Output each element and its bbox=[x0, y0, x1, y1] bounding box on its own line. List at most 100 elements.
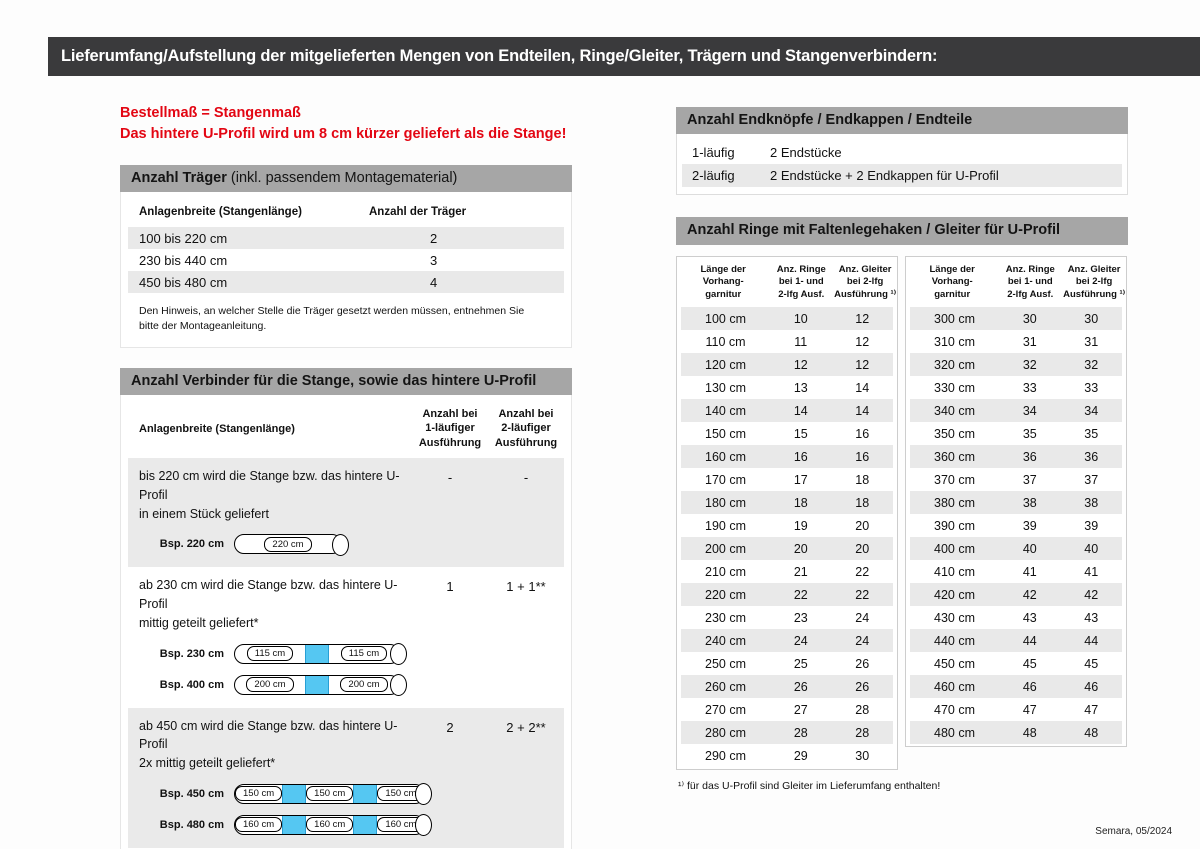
ring-length: 130 cm bbox=[705, 380, 747, 395]
rod-connector bbox=[282, 815, 307, 834]
ring-length: 150 cm bbox=[705, 426, 747, 441]
ring-row: 240 cm 24 24 bbox=[681, 629, 893, 653]
gleiter-count: 46 bbox=[1084, 679, 1099, 694]
gleiter-count: 48 bbox=[1084, 725, 1099, 740]
ring-count: 21 bbox=[793, 564, 808, 579]
ring-length: 460 cm bbox=[934, 679, 976, 694]
ring-count: 27 bbox=[793, 702, 808, 717]
ring-col-gleiter: Anz. Gleiter bei 2-lfg Ausführung ¹⁾ bbox=[834, 263, 897, 300]
ring-count: 25 bbox=[793, 656, 808, 671]
gleiter-count: 44 bbox=[1084, 633, 1099, 648]
ring-length: 360 cm bbox=[934, 449, 976, 464]
ring-count: 23 bbox=[793, 610, 808, 625]
ringe-footnote: ¹⁾ für das U-Profil sind Gleiter im Lief… bbox=[678, 780, 941, 793]
ring-row: 160 cm 16 16 bbox=[681, 445, 893, 469]
rod-segment-label: 220 cm bbox=[264, 536, 312, 552]
verbinder-count-2laeufig: - bbox=[523, 470, 529, 486]
verbinder-count-2laeufig: 1 + 1** bbox=[506, 579, 546, 595]
gleiter-count: 40 bbox=[1084, 541, 1099, 556]
ring-length: 200 cm bbox=[705, 541, 747, 556]
gleiter-count: 12 bbox=[855, 357, 870, 372]
gleiter-count: 34 bbox=[1084, 403, 1099, 418]
ring-column-headers: Länge der Vorhang- garnitur Anz. Ringe b… bbox=[906, 257, 1126, 308]
verbinder-section-text: ab 450 cm wird die Stange bzw. das hinte… bbox=[139, 718, 398, 771]
ring-length: 160 cm bbox=[705, 449, 747, 464]
rod-segment-label: 160 cm bbox=[235, 817, 283, 833]
rod-segment: 200 cm bbox=[235, 677, 305, 693]
ring-length: 420 cm bbox=[934, 587, 976, 602]
ring-row: 250 cm 25 26 bbox=[681, 652, 893, 675]
endteile-row: 2-läufig 2 Endstücke + 2 Endkappen für U… bbox=[682, 164, 1122, 188]
ring-row: 300 cm 30 30 bbox=[910, 307, 1122, 331]
ring-count: 40 bbox=[1022, 541, 1037, 556]
ring-row: 450 cm 45 45 bbox=[910, 652, 1122, 675]
gleiter-count: 16 bbox=[855, 426, 870, 441]
gleiter-count: 16 bbox=[855, 449, 870, 464]
warning-line-2: Das hintere U-Profil wird um 8 cm kürzer… bbox=[120, 126, 567, 143]
ring-row: 130 cm 13 14 bbox=[681, 376, 893, 399]
verbinder-section-ab-230: ab 230 cm wird die Stange bzw. das hinte… bbox=[128, 567, 564, 707]
rod-connector bbox=[305, 675, 329, 694]
ring-row: 420 cm 42 42 bbox=[910, 583, 1122, 607]
verbinder-column-headers: Anlagenbreite (Stangenlänge) Anzahl bei … bbox=[121, 395, 571, 458]
gleiter-count: 32 bbox=[1084, 357, 1099, 372]
ring-count: 36 bbox=[1022, 449, 1037, 464]
verbinder-count-1laeufig: 1 bbox=[446, 579, 454, 595]
ring-length: 450 cm bbox=[934, 656, 976, 671]
rod-segment: 160 cm bbox=[235, 817, 283, 833]
traeger-count: 3 bbox=[430, 252, 438, 268]
gleiter-count: 38 bbox=[1084, 495, 1099, 510]
ring-tables: Länge der Vorhang- garnitur Anz. Ringe b… bbox=[676, 255, 1128, 771]
rod-segment-label: 200 cm bbox=[246, 677, 294, 693]
ring-length: 260 cm bbox=[705, 679, 747, 694]
rod-example-230: Bsp. 230 cm 115 cm 115 cm bbox=[128, 643, 412, 666]
rod-segment-label: 160 cm bbox=[377, 817, 425, 833]
rod-example-label: Bsp. 480 cm bbox=[159, 818, 224, 831]
ring-length: 120 cm bbox=[705, 357, 747, 372]
rod-segment-label: 150 cm bbox=[377, 786, 425, 802]
ring-length: 430 cm bbox=[934, 610, 976, 625]
ring-length: 240 cm bbox=[705, 633, 747, 648]
ring-count: 11 bbox=[794, 334, 808, 349]
gleiter-count: 26 bbox=[855, 679, 870, 694]
gleiter-count: 31 bbox=[1084, 334, 1099, 349]
verbinder-count-1laeufig: 2 bbox=[446, 719, 454, 735]
verbinder-col-1laeufig: Anzahl bei 1-läufiger Ausführung bbox=[418, 408, 482, 449]
gleiter-count: 39 bbox=[1084, 518, 1099, 533]
ring-row: 120 cm 12 12 bbox=[681, 353, 893, 377]
gleiter-count: 24 bbox=[855, 633, 870, 648]
rod-segment: 160 cm bbox=[306, 817, 354, 833]
right-column: Anzahl Endknöpfe / Endkappen / Endteile … bbox=[676, 107, 1128, 792]
gleiter-count: 22 bbox=[855, 587, 870, 602]
ring-col-ringe: Anz. Ringe bei 1- und 2-lfg Ausf. bbox=[1005, 263, 1055, 300]
ring-length: 300 cm bbox=[934, 311, 976, 326]
ring-length: 330 cm bbox=[934, 380, 976, 395]
rod-segment-label: 150 cm bbox=[306, 786, 354, 802]
ring-count: 22 bbox=[793, 587, 808, 602]
verbinder-count-2laeufig: 2 + 2** bbox=[506, 719, 546, 735]
gleiter-count: 43 bbox=[1084, 610, 1099, 625]
ringe-section-header: Anzahl Ringe mit Faltenlegehaken / Gleit… bbox=[676, 217, 1128, 245]
ring-count: 19 bbox=[793, 518, 808, 533]
verbinder-col-width: Anlagenbreite (Stangenlänge) bbox=[139, 422, 295, 435]
gleiter-count: 30 bbox=[855, 748, 870, 763]
traeger-column-headers: Anlagenbreite (Stangenlänge) Anzahl der … bbox=[121, 202, 571, 227]
ring-row: 350 cm 35 35 bbox=[910, 422, 1122, 445]
ring-length: 180 cm bbox=[705, 495, 747, 510]
ring-length: 400 cm bbox=[934, 541, 976, 556]
ring-length: 210 cm bbox=[705, 564, 747, 579]
ring-count: 32 bbox=[1022, 357, 1037, 372]
ring-length: 250 cm bbox=[705, 656, 747, 671]
gleiter-count: 12 bbox=[855, 334, 870, 349]
rod-connector bbox=[282, 784, 307, 803]
gleiter-count: 18 bbox=[855, 495, 870, 510]
traeger-row: 100 bis 220 cm 2 bbox=[128, 227, 564, 250]
gleiter-count: 36 bbox=[1084, 449, 1099, 464]
ring-row: 480 cm 48 48 bbox=[910, 721, 1122, 745]
ring-length: 320 cm bbox=[934, 357, 976, 372]
ring-count: 28 bbox=[793, 725, 808, 740]
ring-length: 480 cm bbox=[934, 725, 976, 740]
page-footer: Semara, 05/2024 bbox=[1095, 826, 1172, 837]
gleiter-count: 18 bbox=[855, 472, 870, 487]
